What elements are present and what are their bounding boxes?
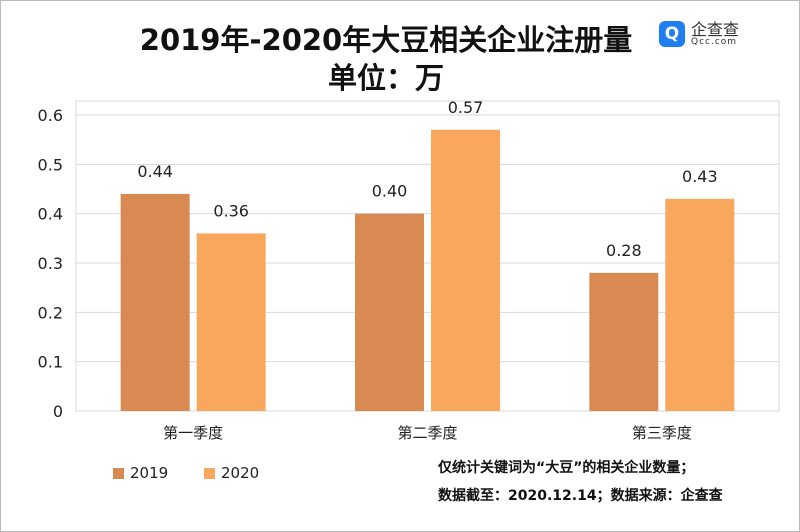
data-label: 0.43 [682, 167, 718, 186]
y-tick-label: 0.3 [38, 254, 63, 273]
qcc-logo: Q 企查查 Qcc.com [659, 21, 739, 47]
logo-en: Qcc.com [691, 36, 738, 47]
bar-2020-3 [665, 198, 735, 411]
bar-2019-3 [589, 272, 659, 411]
footnote-source: 数据截至：2020.12.14；数据来源：企查查 [438, 488, 723, 504]
legend-label: 2019 [130, 464, 169, 482]
legend-item-2020: 2020 [204, 464, 259, 482]
bar-2020-2 [431, 129, 500, 412]
y-tick-label: 0.4 [38, 205, 63, 224]
chart-unit: 单位：万 [327, 61, 444, 95]
y-tick-label: 0.2 [38, 303, 63, 322]
data-label: 0.36 [213, 201, 249, 220]
legend-swatch [113, 467, 124, 479]
bar-2019-1 [120, 193, 190, 411]
logo-cn: 企查查 [691, 19, 740, 39]
legend-item-2019: 2019 [113, 464, 168, 482]
x-tick-label: 第三季度 [632, 424, 692, 442]
data-label: 0.28 [606, 241, 642, 260]
bar-2020-1 [196, 233, 266, 411]
y-tick-label: 0 [53, 402, 63, 421]
legend-swatch [204, 467, 215, 479]
bar-2019-2 [355, 213, 424, 411]
y-tick-label: 0.5 [38, 155, 63, 174]
data-label: 0.44 [137, 162, 173, 181]
data-label: 0.40 [372, 182, 408, 201]
data-label: 0.57 [448, 98, 484, 117]
x-tick-label: 第二季度 [397, 424, 457, 442]
qcc-q-icon: Q [659, 21, 685, 47]
x-tick-label: 第一季度 [163, 424, 223, 442]
legend-label: 2020 [221, 464, 260, 482]
y-tick-label: 0.6 [38, 106, 63, 125]
footnote-scope: 仅统计关键词为“大豆”的相关企业数量； [438, 460, 695, 476]
chart-title: 2019年-2020年大豆相关企业注册量 [139, 23, 633, 57]
y-tick-label: 0.1 [38, 353, 63, 372]
